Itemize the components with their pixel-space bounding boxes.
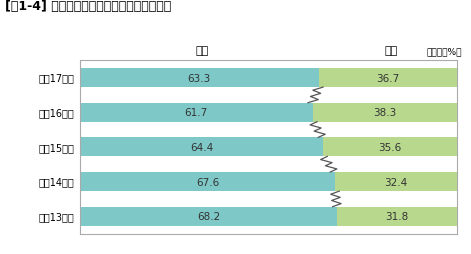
Text: 平成16年度: 平成16年度 xyxy=(39,108,74,118)
Text: 38.3: 38.3 xyxy=(373,108,396,118)
Text: 平成15年度: 平成15年度 xyxy=(39,142,74,152)
Text: 平成17年度: 平成17年度 xyxy=(39,73,74,83)
Text: 男性: 男性 xyxy=(196,46,209,56)
Text: [図1-4] 最近５年間の採用者の男女別構成比: [図1-4] 最近５年間の採用者の男女別構成比 xyxy=(5,0,171,13)
Text: 女性: 女性 xyxy=(384,46,398,56)
Text: 32.4: 32.4 xyxy=(384,177,407,187)
Text: 35.6: 35.6 xyxy=(378,142,401,152)
Text: 61.7: 61.7 xyxy=(185,108,208,118)
Bar xyxy=(80,103,313,122)
Text: 31.8: 31.8 xyxy=(385,211,408,221)
Bar xyxy=(318,69,457,88)
Bar xyxy=(323,138,457,157)
Bar xyxy=(80,69,318,88)
Bar xyxy=(335,172,457,191)
Bar xyxy=(313,103,457,122)
Bar xyxy=(80,138,323,157)
Text: 平成14年度: 平成14年度 xyxy=(39,177,74,187)
Text: 67.6: 67.6 xyxy=(196,177,219,187)
Text: （単位：%）: （単位：%） xyxy=(426,47,462,56)
Text: 36.7: 36.7 xyxy=(376,73,399,83)
Text: 63.3: 63.3 xyxy=(188,73,211,83)
Text: 68.2: 68.2 xyxy=(197,211,220,221)
Text: 64.4: 64.4 xyxy=(190,142,213,152)
Text: 平成13年度: 平成13年度 xyxy=(39,211,74,221)
Bar xyxy=(80,172,335,191)
Bar xyxy=(80,207,337,226)
Bar xyxy=(337,207,457,226)
